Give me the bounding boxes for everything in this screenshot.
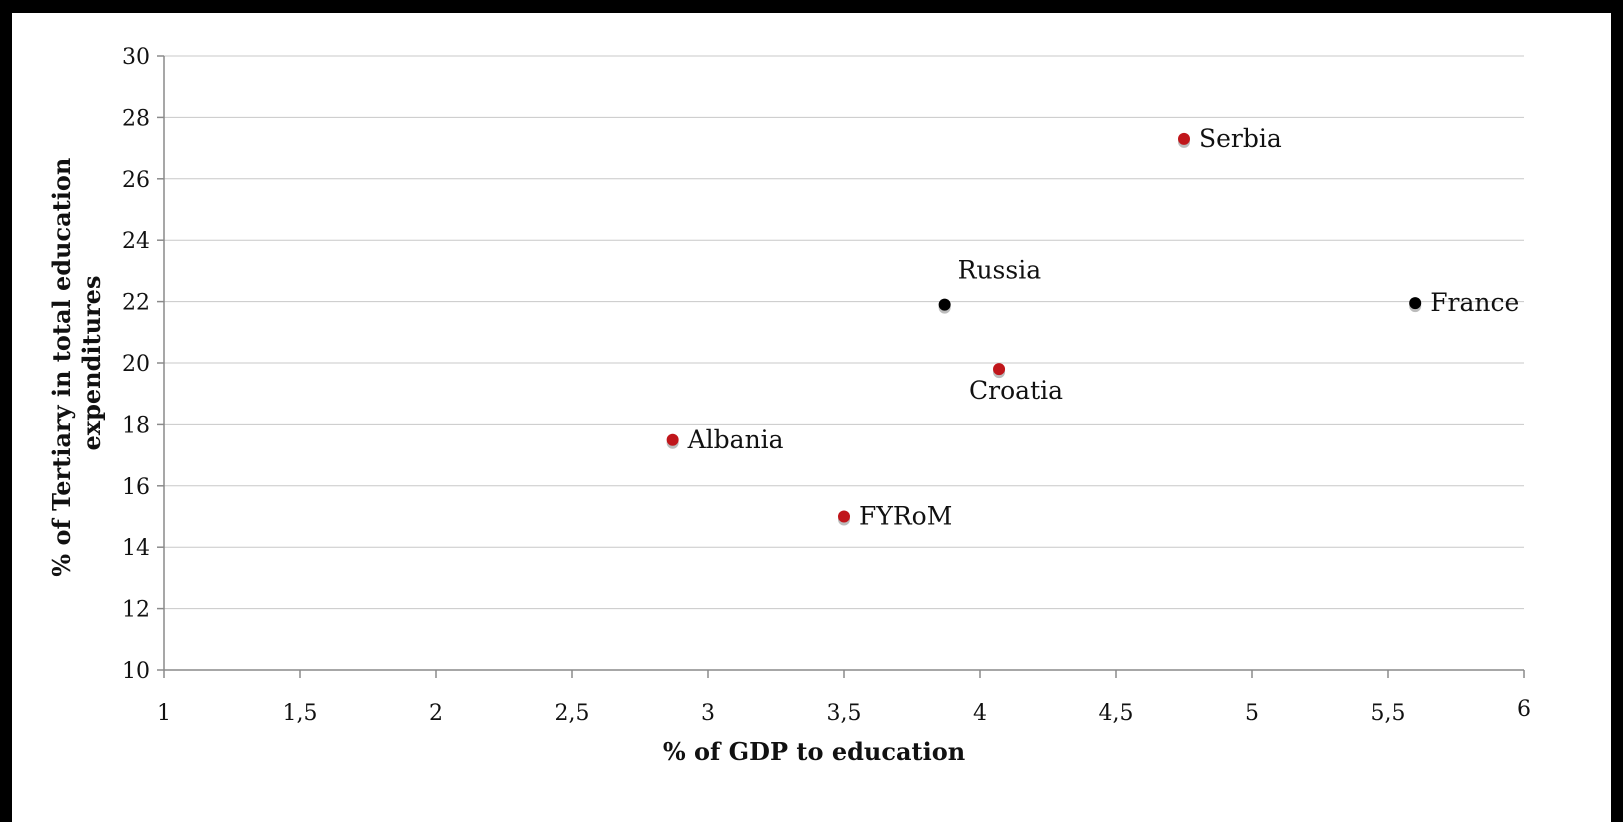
data-point-marker <box>1178 132 1190 145</box>
y-tick-label: 16 <box>122 475 150 500</box>
data-point-label: Croatia <box>969 376 1063 405</box>
y-tick-label: 30 <box>122 45 150 70</box>
x-tick-label: 1,5 <box>283 701 318 726</box>
y-tick-label: 10 <box>122 659 150 684</box>
data-point-label: Russia <box>958 256 1042 285</box>
data-point-france: France <box>1409 288 1519 317</box>
scatter-chart: 10 12 14 16 18 20 22 24 26 28 30 1 1,5 2 2,5 3 3,5 4 4,5 5 5… <box>47 45 1531 766</box>
x-tick-label: 5,5 <box>1371 701 1406 726</box>
data-point-marker <box>838 510 850 523</box>
data-point-marker <box>1409 297 1422 310</box>
data-point-marker <box>666 433 679 446</box>
data-point-label: Albania <box>687 425 784 454</box>
data-points: Serbia Russia France Croatia Albania FYRoM <box>666 124 1519 531</box>
x-tick-label: 5 <box>1245 701 1259 726</box>
y-axis-title-line-1: % of Tertiary in total education <box>47 158 76 577</box>
y-tick-label: 20 <box>122 352 150 377</box>
x-tick-label: 2 <box>429 701 443 726</box>
x-tick-label: 3 <box>701 701 715 726</box>
data-point-russia: Russia <box>938 256 1042 314</box>
axis-layer <box>157 55 1525 678</box>
y-tick-label: 26 <box>122 168 150 193</box>
data-point-serbia: Serbia <box>1178 124 1282 153</box>
x-tick-label: 1 <box>157 701 171 726</box>
x-tick-label: 4 <box>973 701 987 726</box>
data-point-label: FYRoM <box>859 502 952 531</box>
y-tick-label: 18 <box>122 413 150 438</box>
data-point-croatia: Croatia <box>969 363 1063 405</box>
x-axis-title: % of GDP to education <box>663 737 965 766</box>
x-tick-label: 2,5 <box>555 701 590 726</box>
data-point-marker <box>938 298 951 311</box>
y-tick-label: 12 <box>122 598 150 623</box>
data-point-marker <box>993 363 1006 376</box>
y-tick-label: 22 <box>122 291 150 316</box>
x-tick-label: 6 <box>1517 697 1531 722</box>
y-tick-label: 28 <box>122 106 150 131</box>
tick-labels: 10 12 14 16 18 20 22 24 26 28 30 1 1,5 2 2,5 3 3,5 4 4,5 5 5… <box>122 45 1531 726</box>
y-axis-title-line-2: expenditures <box>77 276 106 451</box>
y-axis-title: % of Tertiary in total education expendi… <box>47 149 106 576</box>
chart-frame: 10 12 14 16 18 20 22 24 26 28 30 1 1,5 2 2,5 3 3,5 4 4,5 5 5… <box>12 13 1611 822</box>
data-point-fyrom: FYRoM <box>838 502 952 531</box>
y-tick-label: 24 <box>122 229 150 254</box>
x-tick-label: 3,5 <box>827 701 862 726</box>
data-point-albania: Albania <box>666 425 784 454</box>
grid-layer <box>164 55 1524 610</box>
y-tick-label: 14 <box>122 536 150 561</box>
x-tick-label: 4,5 <box>1099 701 1134 726</box>
data-point-label: Serbia <box>1199 124 1282 153</box>
data-point-label: France <box>1430 288 1519 317</box>
